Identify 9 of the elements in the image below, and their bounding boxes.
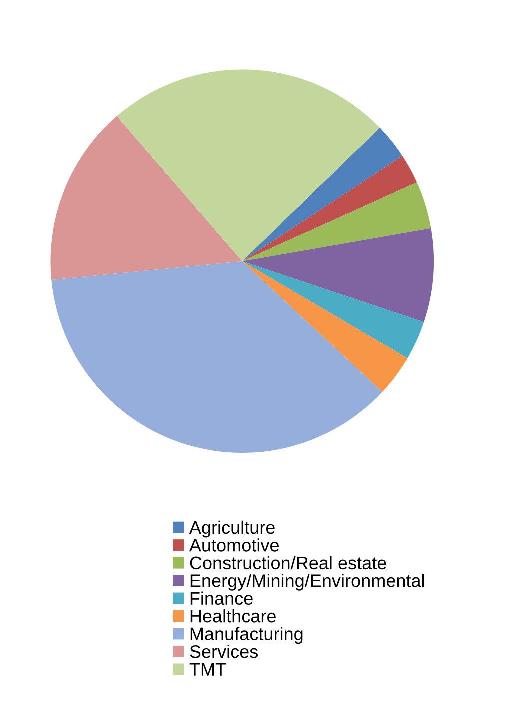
legend-label: TMT bbox=[190, 663, 226, 676]
legend-label: Manufacturing bbox=[190, 627, 303, 644]
legend-label: Healthcare bbox=[190, 610, 276, 623]
legend-label: Agriculture bbox=[189, 520, 275, 538]
legend-label: Finance bbox=[190, 592, 253, 606]
legend-label: Construction/Real estate bbox=[190, 556, 386, 570]
legend-label: Energy/Mining/Environmental bbox=[190, 574, 424, 591]
legend-label: Services bbox=[190, 644, 258, 658]
legend-label: Automotive bbox=[189, 538, 279, 552]
